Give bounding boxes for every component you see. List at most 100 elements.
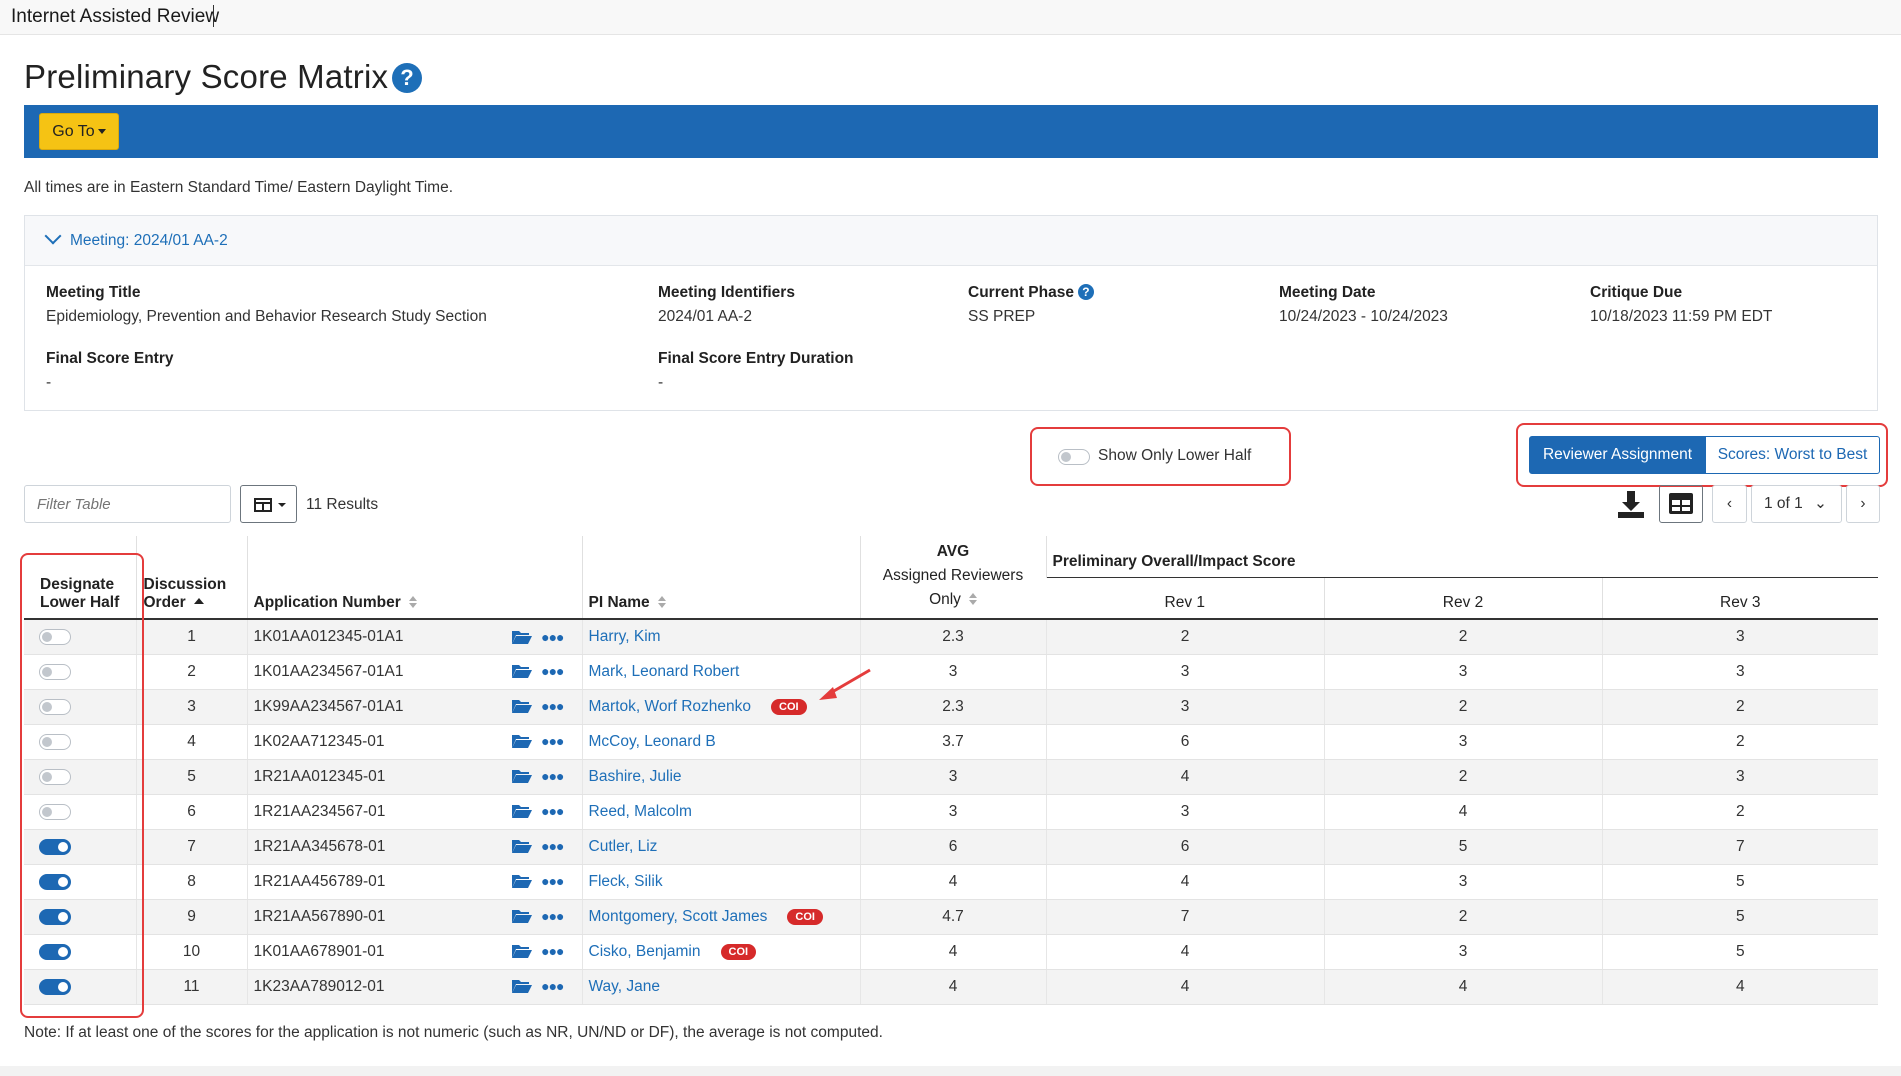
column-chooser-button[interactable] xyxy=(240,485,297,523)
pi-name-link[interactable]: Mark, Leonard Robert xyxy=(588,662,740,680)
show-lower-half-label: Show Only Lower Half xyxy=(1098,447,1252,464)
row-actions: ●●● xyxy=(511,663,565,681)
meeting-header-label: Meeting: 2024/01 AA-2 xyxy=(70,232,228,249)
pi-name-link[interactable]: Cisko, Benjamin xyxy=(588,942,701,960)
designate-lower-half-toggle[interactable] xyxy=(39,873,71,890)
avg-cell: 2.3 xyxy=(859,689,1046,725)
page-select-value: 1 of 1 xyxy=(1764,495,1803,512)
more-options-icon[interactable]: ●●● xyxy=(541,698,564,715)
app-brand[interactable]: Internet Assisted Review xyxy=(11,6,220,27)
meeting-identifiers-value: 2024/01 AA-2 xyxy=(658,308,752,325)
more-options-icon[interactable]: ●●● xyxy=(541,908,564,925)
designate-lower-half-toggle[interactable] xyxy=(39,698,71,715)
download-button[interactable] xyxy=(1612,485,1650,523)
avg-cell: 3 xyxy=(859,759,1046,795)
col-pi-name[interactable]: PI Name xyxy=(581,536,860,619)
col-avg-subtitle: Assigned Reviewers Only xyxy=(867,564,1040,612)
pi-name-link[interactable]: Martok, Worf Rozhenko xyxy=(588,697,752,715)
rev2-cell: 4 xyxy=(1323,969,1602,1005)
reviewer-assignment-button[interactable]: Reviewer Assignment xyxy=(1529,436,1706,474)
table-row: 3 1K99AA234567-01A1 ●●● Martok, Worf Rozhen… xyxy=(24,689,1878,725)
brand-separator xyxy=(213,5,214,27)
more-options-icon[interactable]: ●●● xyxy=(541,768,564,785)
designate-lower-half-toggle[interactable] xyxy=(39,803,71,820)
folder-open-icon[interactable] xyxy=(511,943,533,959)
folder-open-icon[interactable] xyxy=(511,768,533,784)
col-avg[interactable]: AVG Assigned Reviewers Only xyxy=(859,536,1046,619)
folder-open-icon[interactable] xyxy=(511,698,533,714)
discussion-order-cell: 9 xyxy=(135,899,247,935)
coi-badge: COI xyxy=(720,943,757,960)
meeting-header[interactable]: Meeting: 2024/01 AA-2 xyxy=(25,216,1877,266)
avg-cell: 4 xyxy=(859,969,1046,1005)
filter-input[interactable] xyxy=(24,485,231,523)
scores-worst-to-best-button[interactable]: Scores: Worst to Best xyxy=(1705,436,1880,474)
pi-name-cell: Fleck, Silik xyxy=(581,864,860,900)
columns-icon xyxy=(254,498,286,512)
phase-help-icon[interactable]: ? xyxy=(1077,284,1094,300)
more-options-icon[interactable]: ●●● xyxy=(541,663,564,680)
more-options-icon[interactable]: ●●● xyxy=(541,943,564,960)
rev3-cell: 7 xyxy=(1601,829,1878,865)
more-options-icon[interactable]: ●●● xyxy=(541,873,564,890)
rev1-cell: 7 xyxy=(1045,899,1324,935)
designate-lower-half-toggle[interactable] xyxy=(39,733,71,750)
page-select[interactable]: 1 of 1 ⌄ xyxy=(1751,485,1842,523)
folder-open-icon[interactable] xyxy=(511,978,533,994)
designate-lower-half-toggle[interactable] xyxy=(39,629,71,645)
rev2-cell: 2 xyxy=(1323,689,1602,725)
more-options-icon[interactable]: ●●● xyxy=(541,838,564,855)
pi-name-link[interactable]: Reed, Malcolm xyxy=(588,802,692,820)
pi-name-link[interactable]: Fleck, Silik xyxy=(588,872,663,890)
designate-lower-half-toggle[interactable] xyxy=(39,838,71,855)
col-designate-lower-half: Designate Lower Half xyxy=(24,536,136,619)
discussion-order-cell: 1 xyxy=(135,619,247,655)
pi-name-link[interactable]: Bashire, Julie xyxy=(588,767,682,785)
table-row: 6 1R21AA234567-01 ●●● Reed, Malcolm 3 3 4 2 xyxy=(24,794,1878,830)
more-options-icon[interactable]: ●●● xyxy=(541,628,564,645)
designate-cell xyxy=(24,689,136,725)
folder-open-icon[interactable] xyxy=(511,803,533,819)
more-options-icon[interactable]: ●●● xyxy=(541,733,564,750)
folder-open-icon[interactable] xyxy=(511,663,533,679)
rev3-cell: 2 xyxy=(1601,689,1878,725)
pi-name-link[interactable]: Cutler, Liz xyxy=(588,837,658,855)
designate-cell xyxy=(24,969,136,1005)
table-view-button[interactable] xyxy=(1659,485,1703,523)
col-application-number[interactable]: Application Number xyxy=(246,536,582,619)
designate-lower-half-toggle[interactable] xyxy=(39,663,71,680)
folder-open-icon[interactable] xyxy=(511,908,533,924)
pi-name-link[interactable]: Montgomery, Scott James xyxy=(588,907,768,925)
rev1-cell: 6 xyxy=(1045,724,1324,760)
row-actions: ●●● xyxy=(511,733,565,751)
col-discussion-order-label: Discussion Order xyxy=(143,576,227,611)
designate-lower-half-toggle[interactable] xyxy=(39,978,71,995)
rev2-cell: 4 xyxy=(1323,794,1602,830)
folder-open-icon[interactable] xyxy=(511,838,533,854)
application-number-cell: 1K99AA234567-01A1 ●●● xyxy=(246,689,582,725)
folder-open-icon[interactable] xyxy=(511,733,533,749)
top-bar: Internet Assisted Review xyxy=(0,0,1901,35)
application-number-cell: 1R21AA012345-01 ●●● xyxy=(246,759,582,795)
help-icon[interactable]: ? xyxy=(392,63,422,93)
designate-cell xyxy=(24,724,136,760)
pi-name-link[interactable]: McCoy, Leonard B xyxy=(588,732,716,750)
pi-name-link[interactable]: Harry, Kim xyxy=(588,627,661,645)
folder-open-icon[interactable] xyxy=(511,873,533,889)
designate-lower-half-toggle[interactable] xyxy=(39,908,71,925)
prev-page-button[interactable]: ‹ xyxy=(1712,485,1747,523)
col-pi-name-label: PI Name xyxy=(588,594,650,611)
col-discussion-order[interactable]: Discussion Order xyxy=(135,536,247,619)
more-options-icon[interactable]: ●●● xyxy=(541,803,564,820)
designate-lower-half-toggle[interactable] xyxy=(39,768,71,785)
pi-name-link[interactable]: Way, Jane xyxy=(588,977,661,995)
goto-button[interactable]: Go To xyxy=(39,113,119,150)
designate-lower-half-toggle[interactable] xyxy=(39,943,71,960)
next-page-button[interactable]: › xyxy=(1846,485,1880,523)
more-options-icon[interactable]: ●●● xyxy=(541,978,564,995)
rev2-cell: 3 xyxy=(1323,864,1602,900)
folder-open-icon[interactable] xyxy=(511,629,533,645)
show-lower-half-toggle[interactable] xyxy=(1058,449,1090,465)
table-row: 11 1K23AA789012-01 ●●● Way, Jane 4 4 4 4 xyxy=(24,969,1878,1005)
meeting-title-value: Epidemiology, Prevention and Behavior Re… xyxy=(46,308,487,325)
